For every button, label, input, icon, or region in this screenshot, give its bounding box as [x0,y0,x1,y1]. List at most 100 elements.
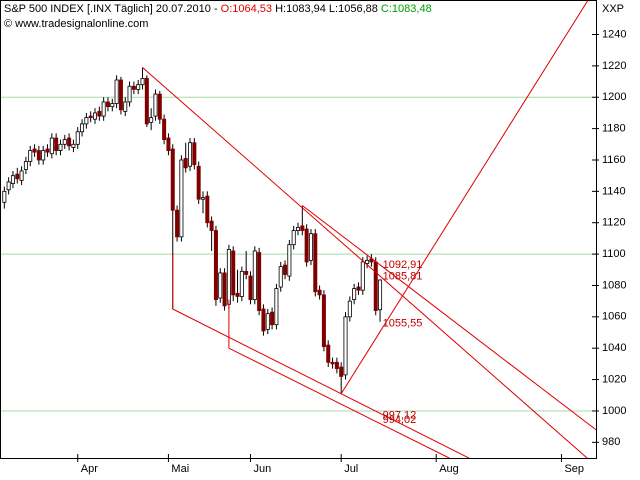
candle-body [326,344,331,363]
candle-body [175,209,180,238]
candle-body [347,300,352,318]
title-text: S&P 500 INDEX [.INX Täglich] 20.07.2010 … [4,3,221,15]
candle-body [343,316,348,376]
candle-body [352,288,357,300]
candle-body [317,289,322,296]
candle-body [15,173,20,180]
candle-body [213,230,218,300]
quote-value: L:1056,88 [326,3,378,15]
y-tick-label: 1200 [602,91,626,103]
candle-body [10,175,15,184]
candle-body [295,227,300,231]
candle-body [166,137,171,151]
y-tick-label: 1040 [602,342,626,354]
candle-body [140,78,145,86]
y-tick-label: 1160 [602,154,626,166]
candle-body [226,248,231,305]
candle-body [157,93,162,120]
trend-line [142,67,588,458]
candle-body [304,228,309,263]
candle-body [278,266,283,288]
candle-body [97,110,102,117]
candle-body [131,85,136,90]
candle-body [45,148,50,153]
candle-body [330,361,335,365]
plot-frame [0,0,597,459]
candle-body [200,197,205,200]
y-tick-label: 1120 [602,217,626,229]
annotation-label: 997,12 [383,409,417,421]
annotation-label: 1055,55 [383,318,423,330]
y-tick-label: 1220 [602,60,626,72]
candle-body [153,93,158,117]
annotation-label: 994,02 [383,414,417,426]
candle-body [88,115,93,119]
trend-line [340,0,589,394]
candle-body [270,311,275,326]
candle-body [308,233,313,261]
candle-body [313,233,318,293]
candle-body [321,294,326,348]
candle-body [144,78,149,125]
candle-body [265,313,270,330]
y-tick-label: 1140 [602,185,626,197]
y-tick-label: 1020 [602,373,626,385]
annotation-label: 1092,91 [383,259,423,271]
candle-body [192,142,197,166]
candle-body [101,101,106,117]
candle-body [291,230,296,246]
y-tick-label: 1100 [602,248,626,260]
candle-body [188,142,193,167]
candle-body [244,270,249,275]
candle-body [300,225,305,231]
y-tick-label: 980 [602,436,620,448]
trend-line [228,347,450,458]
y-tick-label: 1080 [602,279,626,291]
candle-body [235,292,240,297]
candle-body [28,150,33,162]
quote-value: C:1083,48 [378,3,432,15]
annotation-label: 1085,81 [383,270,423,282]
candle-body [209,220,214,231]
trend-line [172,308,470,458]
candle-body [19,170,24,181]
candle-body [252,250,257,300]
candle-body [339,366,344,377]
candle-body [49,137,54,155]
candle-body [110,103,115,108]
x-tick-label: Apr [81,463,98,475]
candle-body [75,131,80,145]
candle-body [123,101,128,112]
candle-body [218,272,223,299]
quote-value: H:1083,94 [272,3,326,15]
candle-body [41,150,46,161]
candle-body [118,79,123,111]
quote-value: O:1064,53 [221,3,272,15]
candle-body [222,272,227,307]
candle-body [334,361,339,369]
x-tick-label: Jun [253,463,271,475]
candle-body [248,275,253,300]
trend-line [302,205,596,431]
candle-body [287,244,292,277]
candle-body [162,118,167,140]
candle-body [67,137,72,147]
candle-body [54,137,59,151]
candle-body [23,161,28,170]
candle-body [231,250,236,296]
candle-body [183,158,188,169]
candle-body [261,308,266,332]
candle-body [136,84,141,90]
x-tick-label: Jul [344,463,358,475]
y-tick-label: 1240 [602,28,626,40]
y-tick-label: 1000 [602,405,626,417]
candle-body [196,165,201,200]
candle-body [71,143,76,148]
x-tick-label: Mai [171,463,189,475]
candle-body [36,150,41,161]
candle-body [257,252,262,311]
candle-body [84,117,89,125]
candle-body [283,264,288,275]
candle-body [127,85,132,103]
